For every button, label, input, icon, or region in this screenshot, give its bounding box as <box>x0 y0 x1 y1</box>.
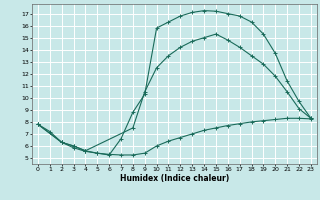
X-axis label: Humidex (Indice chaleur): Humidex (Indice chaleur) <box>120 174 229 183</box>
